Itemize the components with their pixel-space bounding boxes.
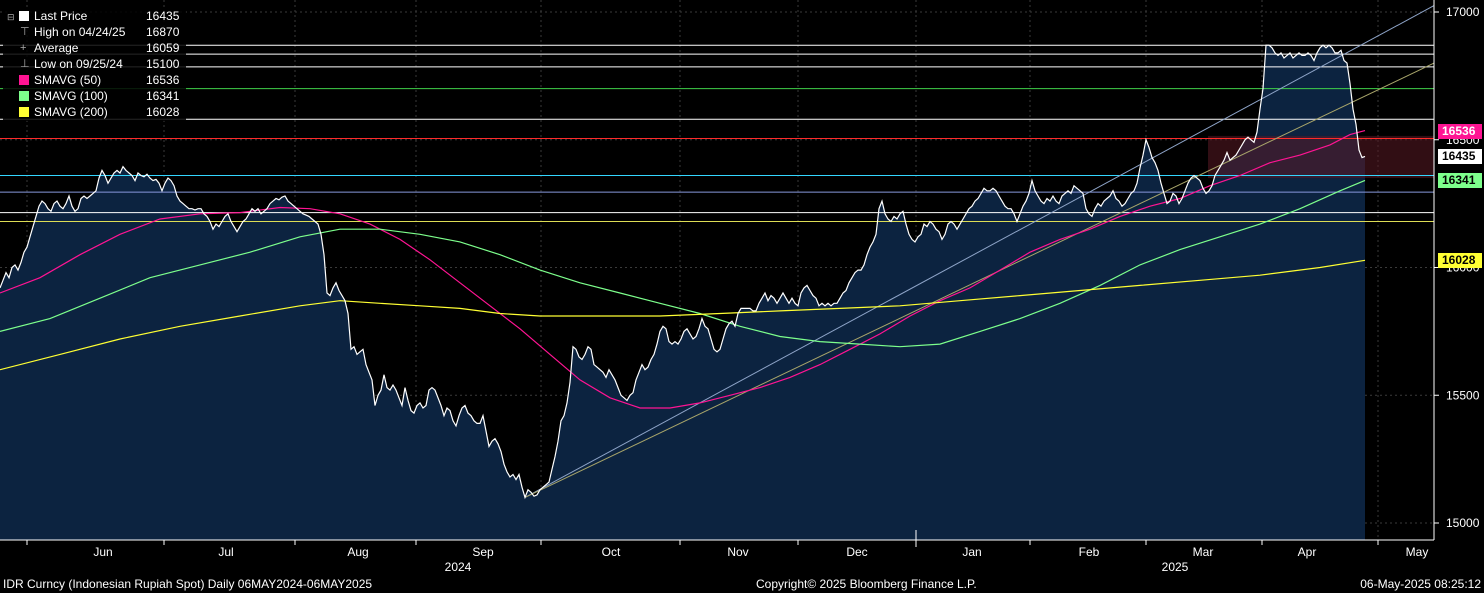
legend-label: SMAVG (100) [34,89,108,103]
last-value-tag: 16435 [1438,149,1482,165]
last-value-tag: 16028 [1438,253,1482,269]
legend-value: 16870 [146,25,180,39]
legend-label: SMAVG (200) [34,105,108,119]
footer-copyright: Copyright© 2025 Bloomberg Finance L.P. [756,577,977,591]
trendline [524,5,1435,498]
y-tick-label: 15000 [1446,516,1480,530]
legend-item: SMAVG (200) 16028 [3,104,186,120]
legend-collapse-icon[interactable]: ⊟ [7,12,15,22]
x-tick-label-month: Dec [846,545,867,559]
shaded-range-box [1208,135,1434,179]
legend-label: SMAVG (50) [34,73,102,87]
legend-value: 16435 [146,9,180,23]
legend-label: Last Price [34,9,88,23]
legend-value: 15100 [146,57,180,71]
x-tick-label-month: May [1406,545,1429,559]
last-value-tag: 16341 [1438,173,1482,189]
x-tick-label-month: Jan [962,545,981,559]
x-tick-label-month: Jun [93,545,112,559]
legend-value: 16028 [146,105,180,119]
legend-item: Last Price 16435 [3,8,186,24]
price-area-fill [0,45,1365,540]
average-marker-icon: + [20,42,27,54]
x-tick-label-year: 2025 [1162,560,1189,574]
legend-label: Low on 09/25/24 [34,57,123,71]
x-tick-label-year: 2024 [445,560,472,574]
legend-swatch [19,107,29,117]
legend-value: 16536 [146,73,180,87]
series-line-smavg-100 [0,179,1366,348]
legend-item: SMAVG (50) 16536 [3,72,186,88]
x-tick-label-month: Aug [347,545,368,559]
trendline [524,62,1435,498]
high-marker-icon: ⊤ [20,26,30,38]
legend-value: 16059 [146,41,180,55]
x-tick-label-month: Sep [472,545,494,559]
legend-item: ⊥ Low on 09/25/24 15100 [3,56,186,72]
x-tick-label-month: Mar [1193,545,1214,559]
x-tick-label-month: Feb [1079,545,1100,559]
series-line-last-price [0,44,1366,500]
legend-label: High on 04/24/25 [34,25,126,39]
legend-swatch [19,75,29,85]
legend-value: 16341 [146,89,180,103]
legend-item: ⊤ High on 04/24/25 16870 [3,24,186,40]
low-marker-icon: ⊥ [20,58,30,70]
series-line-smavg-200 [0,259,1366,371]
last-value-tag: 16536 [1438,123,1482,139]
y-tick-label: 17000 [1446,5,1480,19]
legend-item: SMAVG (100) 16341 [3,88,186,104]
legend-item: + Average 16059 [3,40,186,56]
chart-legend: ⊟ Last Price 16435 ⊤ High on 04/24/25 16870 +… [3,8,186,121]
x-tick-label-month: Nov [727,545,748,559]
legend-swatch [19,91,29,101]
legend-label: Average [34,41,79,55]
legend-swatch [19,11,29,21]
y-tick-label: 15500 [1446,388,1480,402]
footer-security-info: IDR Curncy (Indonesian Rupiah Spot) Dail… [3,577,373,591]
x-tick-label-month: Apr [1298,545,1317,559]
x-tick-label-month: Jul [218,545,233,559]
x-tick-label-month: Oct [602,545,621,559]
footer-timestamp: 06-May-2025 08:25:12 [1360,577,1481,591]
